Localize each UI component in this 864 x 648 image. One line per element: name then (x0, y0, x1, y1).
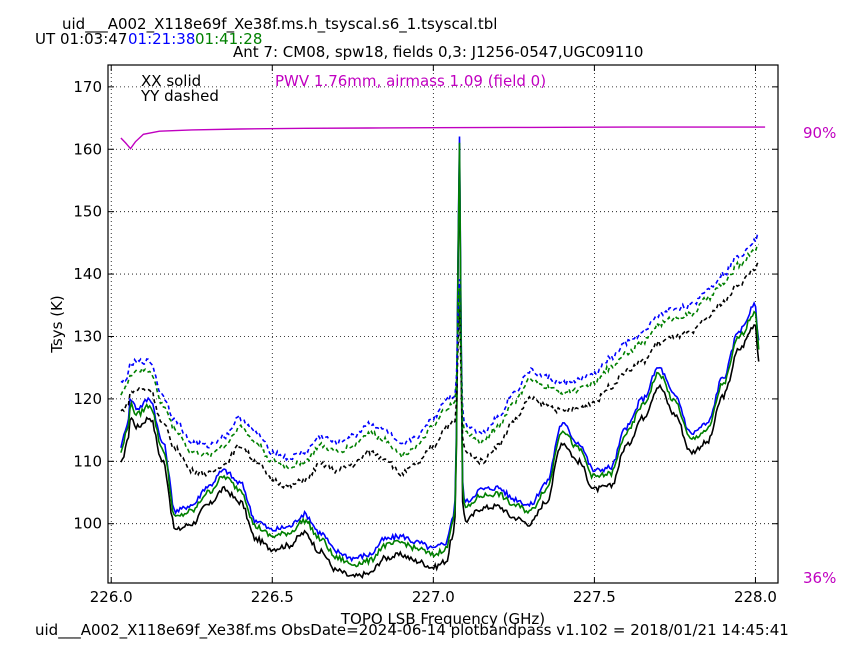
y-tick-label: 170 (73, 78, 102, 96)
y-tick-label: 140 (73, 265, 102, 283)
y-tick-label: 110 (73, 452, 102, 470)
x-tick-label: 228.0 (734, 588, 777, 606)
series-xx-012138 (120, 136, 760, 563)
axis-ticks: 226.0 226.5 227.0 227.5 228.0 100 110 120 130 140… (73, 65, 778, 606)
y-tick-label: 120 (73, 390, 102, 408)
plot-subtitle: Ant 7: CM08, spw18, fields 0,3: J1256-05… (233, 43, 643, 61)
y-tick-label: 150 (73, 203, 102, 221)
ut-time-2: 01:21:38 (128, 30, 195, 48)
legend-xx: XX solid (141, 72, 201, 90)
plot-frame (107, 64, 779, 584)
footer-text: uid___A002_X118e69f_Xe38f.ms ObsDate=202… (35, 621, 789, 640)
transmission-top-label: 90% (803, 124, 836, 142)
y-tick-label: 160 (73, 140, 102, 158)
transmission-bottom-label: 36% (803, 569, 836, 587)
series-yy-012138 (120, 234, 760, 462)
x-tick-label: 227.0 (412, 588, 455, 606)
ut-label: UT (35, 30, 56, 48)
x-tick-label: 227.5 (573, 588, 616, 606)
transmission-curve (120, 126, 766, 150)
plot-title: uid___A002_X118e69f_Xe38f.ms.h_tsyscal.s… (62, 15, 497, 34)
series-xx-010347 (120, 155, 760, 579)
y-tick-label: 130 (73, 327, 102, 345)
ut-time-1: 01:03:47 (60, 30, 127, 48)
y-tick-label: 100 (73, 515, 102, 533)
series-yy-014128 (120, 243, 760, 471)
series-yy-010347 (120, 262, 760, 490)
legend-yy: YY dashed (140, 87, 219, 105)
series-layer (120, 126, 766, 579)
x-tick-label: 226.0 (90, 588, 133, 606)
plot-area (108, 65, 778, 583)
x-tick-label: 226.5 (251, 588, 294, 606)
x-axis-label: TOPO LSB Frequency (GHz) (340, 610, 545, 628)
ut-time-3: 01:41:28 (195, 30, 262, 48)
legend-pwv: PWV 1.76mm, airmass 1.09 (field 0) (275, 72, 546, 90)
y-axis-label: Tsys (K) (48, 295, 66, 354)
series-xx-014128 (120, 142, 760, 568)
